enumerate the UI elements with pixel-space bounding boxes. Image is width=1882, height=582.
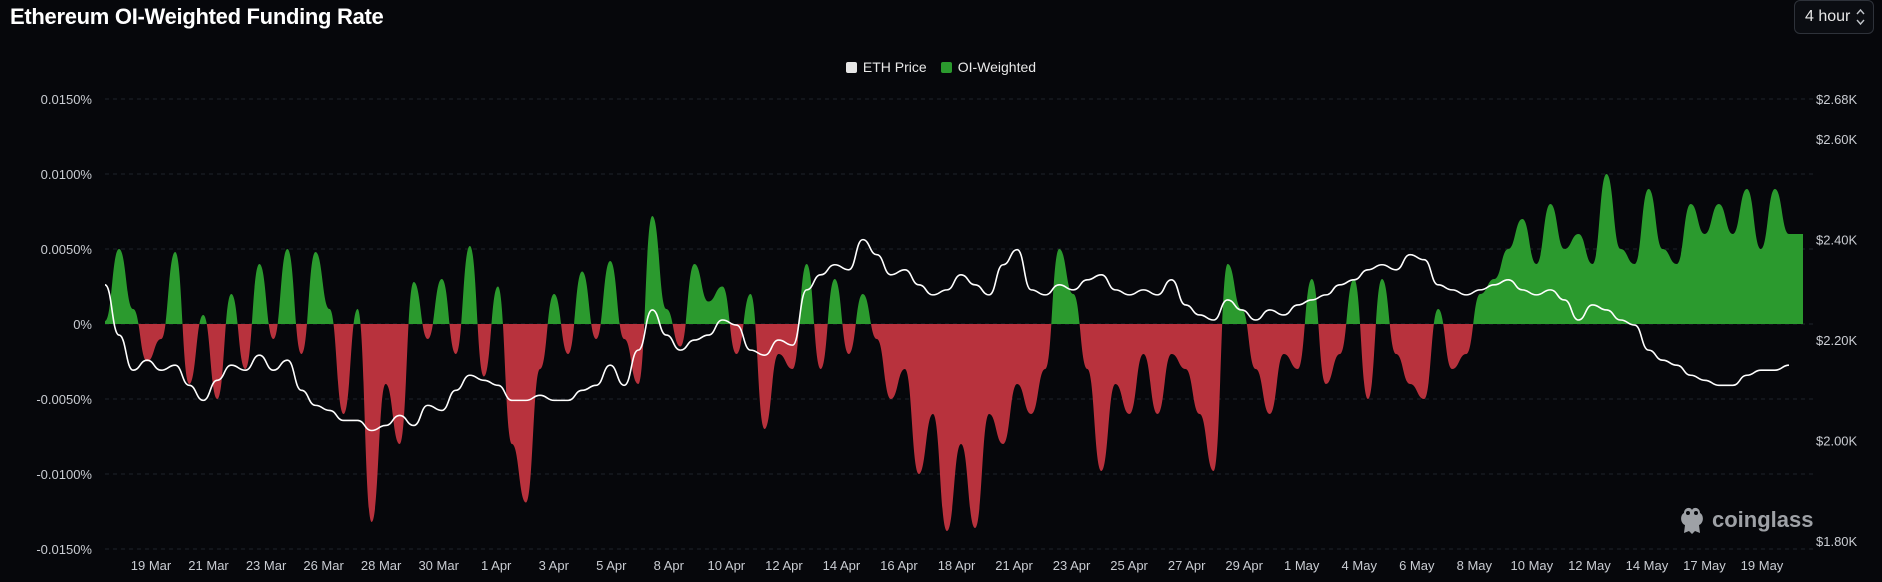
interval-select-value: 4 hour <box>1805 8 1851 25</box>
legend-label-eth-price: ETH Price <box>862 59 927 75</box>
x-axis-tick-label: 14 Apr <box>823 558 861 573</box>
chart-title: Ethereum OI-Weighted Funding Rate <box>10 4 384 29</box>
brand-name: coinglass <box>1712 507 1814 532</box>
x-axis-tick-label: 17 May <box>1683 558 1726 573</box>
legend-item-eth-price[interactable]: ETH Price <box>845 59 927 75</box>
x-axis-tick-label: 16 Apr <box>880 558 918 573</box>
x-axis-tick-label: 1 Apr <box>481 558 512 573</box>
x-axis-tick-label: 5 Apr <box>596 558 627 573</box>
left-axis-tick-label: 0.0050% <box>41 242 93 257</box>
left-axis: 0.0150% 0.0100% 0.0050% 0% -0.0050% -0.0100% -… <box>36 92 92 557</box>
x-axis-tick-label: 1 May <box>1284 558 1320 573</box>
right-axis-tick-label: $2.20K <box>1816 333 1858 348</box>
left-axis-tick-label: 0% <box>73 317 92 332</box>
legend-swatch-oi-weighted <box>940 61 952 73</box>
chart-legend: ETH Price OI-Weighted <box>0 59 1882 75</box>
right-axis-tick-label: $2.00K <box>1816 434 1858 449</box>
x-axis-tick-label: 28 Mar <box>361 558 402 573</box>
funding-area-positive <box>105 174 1803 324</box>
x-axis-tick-label: 30 Mar <box>418 558 459 573</box>
right-axis-tick-label: $2.60K <box>1816 132 1858 147</box>
x-axis-tick-label: 21 Apr <box>995 558 1033 573</box>
left-axis-tick-label: 0.0100% <box>41 167 93 182</box>
legend-item-oi-weighted[interactable]: OI-Weighted <box>940 59 1037 75</box>
eth-price-line <box>104 238 1790 432</box>
x-axis-tick-label: 18 Apr <box>938 558 976 573</box>
frog-logo-icon <box>1678 505 1706 535</box>
x-axis-tick-label: 8 May <box>1457 558 1493 573</box>
x-axis-tick-label: 3 Apr <box>539 558 570 573</box>
x-axis-tick-label: 27 Apr <box>1168 558 1206 573</box>
left-axis-tick-label: -0.0100% <box>36 467 92 482</box>
right-axis-tick-label: $1.80K <box>1816 534 1858 549</box>
right-axis-tick-label: $2.40K <box>1816 233 1858 248</box>
price-line <box>104 238 1790 432</box>
left-axis-tick-label: -0.0150% <box>36 542 92 557</box>
legend-label-oi-weighted: OI-Weighted <box>957 59 1037 75</box>
x-axis-tick-label: 19 Mar <box>131 558 172 573</box>
x-axis: 19 Mar 21 Mar 23 Mar 26 Mar 28 Mar 30 Mar 1 Ap… <box>131 558 1784 573</box>
x-axis-tick-label: 21 Mar <box>188 558 229 573</box>
chevron-up-down-icon <box>1856 8 1865 26</box>
x-axis-tick-label: 25 Apr <box>1110 558 1148 573</box>
x-axis-tick-label: 14 May <box>1626 558 1669 573</box>
x-axis-tick-label: 19 May <box>1741 558 1784 573</box>
left-axis-tick-label: -0.0050% <box>36 392 92 407</box>
x-axis-tick-label: 6 May <box>1399 558 1435 573</box>
brand-watermark: coinglass <box>1678 505 1813 535</box>
right-axis: $2.68K $2.60K $2.40K $2.20K $2.00K $1.80K <box>1816 92 1858 549</box>
x-axis-tick-label: 23 Mar <box>246 558 287 573</box>
x-axis-tick-label: 29 Apr <box>1225 558 1263 573</box>
x-axis-tick-label: 10 May <box>1511 558 1554 573</box>
x-axis-tick-label: 12 May <box>1568 558 1611 573</box>
interval-select[interactable]: 4 hour <box>1794 0 1874 34</box>
x-axis-tick-label: 26 Mar <box>303 558 344 573</box>
legend-swatch-eth-price <box>845 61 857 73</box>
x-axis-tick-label: 10 Apr <box>708 558 746 573</box>
funding-area-negative <box>105 324 1803 531</box>
x-axis-tick-label: 4 May <box>1342 558 1378 573</box>
left-axis-tick-label: 0.0150% <box>41 92 93 107</box>
funding-area <box>105 174 1803 531</box>
right-axis-tick-label: $2.68K <box>1816 92 1858 107</box>
x-axis-tick-label: 8 Apr <box>654 558 685 573</box>
x-axis-tick-label: 23 Apr <box>1053 558 1091 573</box>
x-axis-tick-label: 12 Apr <box>765 558 803 573</box>
